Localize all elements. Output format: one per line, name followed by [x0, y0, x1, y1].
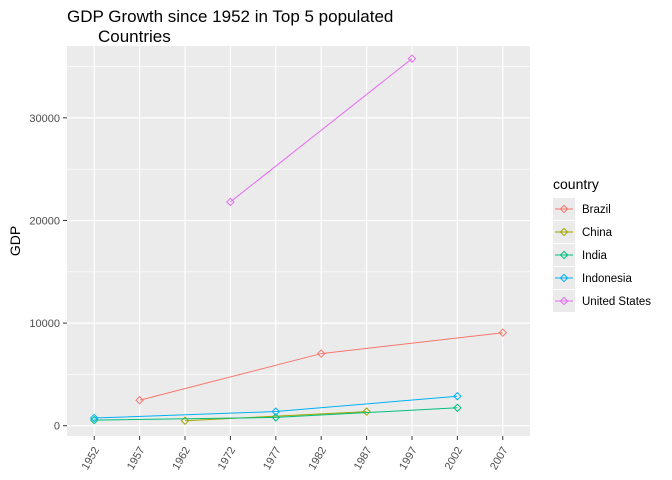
y-tick-label: 0	[54, 421, 60, 433]
legend-item: India	[553, 244, 608, 266]
x-tick-label: 2007	[488, 445, 511, 472]
data-point-marker	[407, 54, 417, 63]
series-layer	[89, 54, 508, 426]
x-tick-label: 1987	[352, 445, 375, 472]
legend-label: China	[582, 227, 613, 239]
series-line	[94, 407, 458, 421]
grid-minor	[67, 66, 530, 375]
grid-major	[67, 46, 530, 436]
data-point-marker	[271, 407, 281, 416]
x-tick-label: 2002	[443, 445, 466, 472]
x-tick-label: 1952	[80, 445, 103, 472]
x-tick-label: 1962	[170, 445, 193, 472]
data-point-marker	[453, 391, 462, 401]
legend: country Brazil China India Indonesia United …	[553, 176, 651, 312]
x-tick-label: 1977	[261, 445, 284, 472]
data-point-marker	[180, 416, 190, 426]
chart-title-line-2: Countries	[98, 27, 171, 46]
series-line	[139, 332, 503, 401]
x-tick-label: 1982	[306, 445, 329, 472]
series-brazil	[135, 328, 508, 405]
data-point-marker	[316, 349, 326, 358]
y-tick-label: 30000	[29, 113, 60, 125]
legend-label: United States	[582, 296, 651, 308]
series-line	[230, 58, 413, 203]
plot-panel	[67, 46, 530, 436]
data-point-marker	[453, 403, 462, 413]
y-axis-title: GDP	[7, 226, 23, 256]
chart-title-line-1: GDP Growth since 1952 in Top 5 populated	[67, 7, 393, 26]
series-united-states	[226, 54, 417, 207]
legend-item: Brazil	[553, 198, 611, 220]
data-point-marker	[498, 328, 508, 337]
series-line	[184, 411, 367, 422]
data-point-marker	[135, 395, 144, 405]
legend-key-marker	[559, 250, 569, 260]
y-tick-label: 20000	[29, 215, 60, 227]
y-axis: 0 10000 20000 30000	[29, 113, 67, 433]
data-point-marker	[271, 413, 281, 422]
legend-item: Indonesia	[553, 267, 632, 289]
legend-key-marker	[559, 273, 569, 283]
data-point-marker	[226, 197, 235, 207]
data-point-marker	[89, 413, 99, 423]
x-tick-label: 1972	[216, 445, 239, 472]
legend-item: United States	[553, 290, 651, 312]
data-point-marker	[362, 407, 371, 416]
legend-key-marker	[559, 296, 569, 306]
x-tick-label: 1957	[125, 445, 148, 472]
y-tick-label: 10000	[29, 318, 60, 330]
legend-label: India	[582, 250, 608, 262]
legend-title: country	[553, 176, 599, 192]
series-line	[94, 395, 458, 419]
legend-key-marker	[559, 227, 569, 237]
x-tick-label: 1997	[397, 445, 420, 472]
legend-label: Indonesia	[582, 273, 632, 285]
legend-key-marker	[559, 204, 569, 214]
series-china	[180, 407, 371, 426]
x-axis: 1952 1957 1962 1972 1977 1982 1987 1997 2002 2007	[80, 436, 511, 472]
legend-label: Brazil	[582, 204, 611, 216]
series-indonesia	[89, 391, 462, 423]
legend-item: China	[553, 221, 613, 243]
